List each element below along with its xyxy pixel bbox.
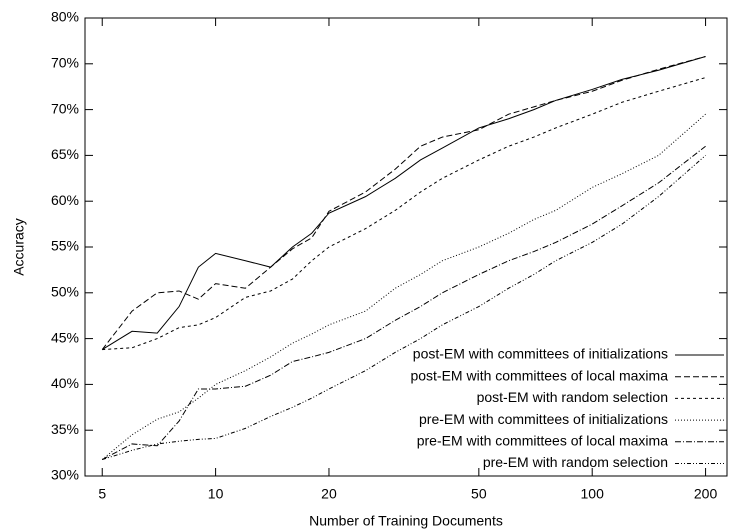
plot-frame — [84, 17, 728, 477]
y-tick-label: 35% — [51, 421, 79, 437]
series-line — [101, 55, 706, 350]
x-tick-label: 200 — [694, 486, 718, 502]
x-tick-label: 50 — [471, 486, 487, 502]
x-tick-label: 10 — [208, 486, 224, 502]
y-axis-label: Accuracy — [11, 218, 27, 276]
series-line — [101, 113, 706, 460]
y-tick-label: 40% — [51, 375, 79, 391]
x-tick-label: 20 — [321, 486, 337, 502]
x-tick-label: 100 — [581, 486, 605, 502]
y-tick-label: 45% — [51, 329, 79, 345]
y-tick-label: 60% — [51, 192, 79, 208]
y-tick-label: 70% — [51, 55, 79, 71]
legend-label: pre-EM with committees of local maxima — [417, 433, 669, 449]
legend-label: post-EM with committees of initializatio… — [413, 346, 668, 362]
y-tick-label: 80% — [51, 9, 79, 25]
y-tick-label: 55% — [51, 238, 79, 254]
y-tick-label: 30% — [51, 467, 79, 483]
x-axis-label: Number of Training Documents — [309, 513, 503, 529]
legend-label: post-EM with committees of local maxima — [410, 367, 668, 383]
legend-label: pre-EM with committees of initialization… — [419, 411, 668, 427]
legend-label: post-EM with random selection — [477, 389, 668, 405]
series-line — [101, 145, 706, 460]
y-tick-label: 50% — [51, 284, 79, 300]
y-tick-label: 70% — [51, 100, 79, 116]
series-line — [101, 55, 706, 351]
series-line — [102, 77, 706, 351]
x-tick-label: 5 — [98, 486, 106, 502]
legend-label: pre-EM with random selection — [483, 454, 668, 470]
y-tick-label: 65% — [51, 146, 79, 162]
